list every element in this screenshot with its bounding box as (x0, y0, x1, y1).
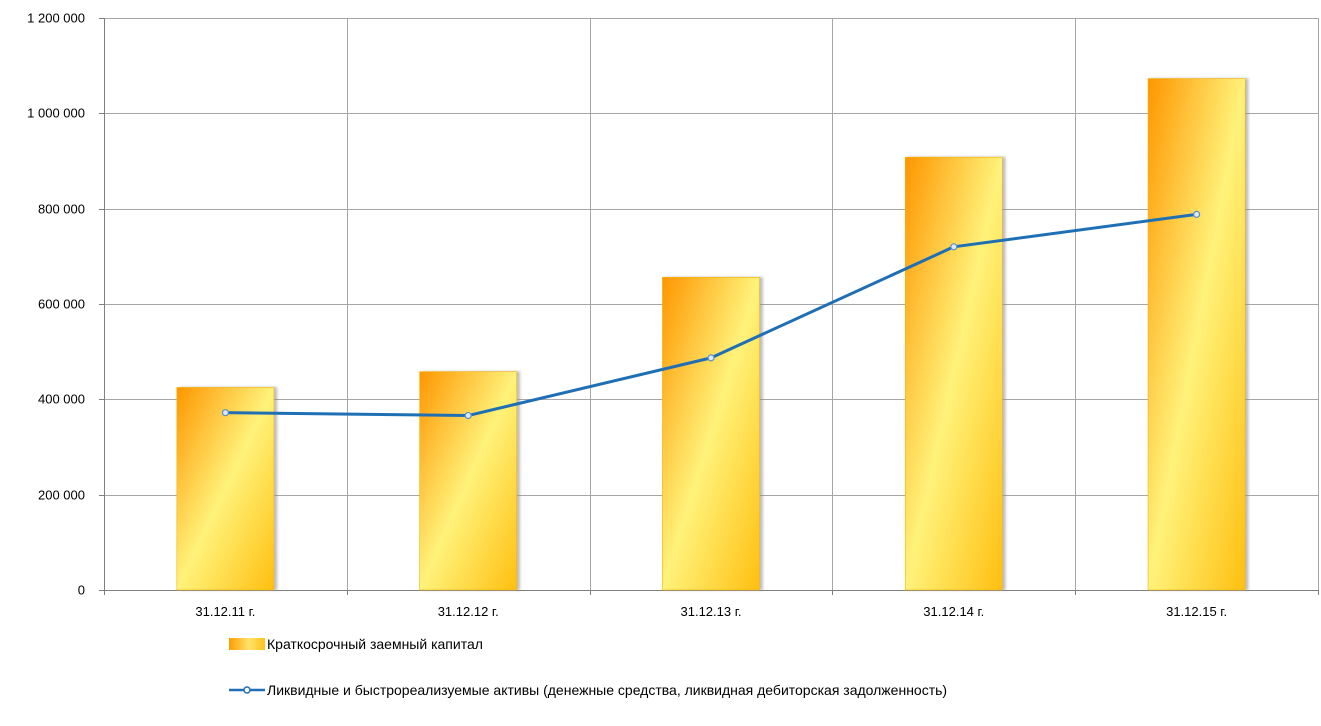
x-tick-label: 31.12.13 г. (681, 604, 742, 619)
legend-item-bar: Краткосрочный заемный капитал (229, 634, 947, 654)
y-tick-label: 400 000 (38, 392, 85, 407)
y-tick-label: 600 000 (38, 297, 85, 312)
x-tick-label: 31.12.14 г. (923, 604, 984, 619)
y-tick-label: 200 000 (38, 488, 85, 503)
grid-lines (104, 18, 1319, 590)
x-tick-label: 31.12.12 г. (438, 604, 499, 619)
chart-container: 0 200 000 400 000 600 000 800 000 1 000 000 1 … (27, 11, 1319, 698)
y-tick-label: 0 (78, 583, 85, 598)
bar (662, 277, 760, 591)
legend-bar-label: Краткосрочный заемный капитал (267, 636, 483, 652)
axes (99, 18, 1319, 595)
bar (419, 371, 518, 591)
legend-line-swatch (229, 686, 265, 694)
bar (176, 387, 275, 591)
combo-chart: 0 200 000 400 000 600 000 800 000 1 000 000 1 … (27, 11, 1319, 619)
line-point (464, 411, 472, 420)
legend-item-line: Ликвидные и быстрореализуемые активы (де… (229, 680, 947, 700)
line-point (221, 409, 229, 417)
legend-bar-swatch (229, 638, 265, 650)
x-axis-tick-labels: 31.12.11 г. 31.12.12 г. 31.12.13 г. 31.12.1… (195, 604, 1227, 619)
bar (1147, 78, 1246, 591)
bar (904, 156, 1003, 591)
bar-series (176, 78, 1246, 591)
y-tick-label: 1 000 000 (27, 106, 85, 121)
line-point (950, 243, 958, 251)
legend-line-label: Ликвидные и быстрореализуемые активы (де… (267, 682, 948, 698)
line-point (707, 354, 715, 362)
legend: Краткосрочный заемный капитал Ликвидные … (229, 634, 947, 726)
x-tick-label: 31.12.11 г. (195, 604, 255, 619)
x-tick-label: 31.12.15 г. (1166, 604, 1227, 619)
line-point (1192, 210, 1201, 218)
y-axis-tick-labels: 0 200 000 400 000 600 000 800 000 1 000 000 1 … (27, 11, 85, 598)
y-tick-label: 1 200 000 (27, 11, 85, 26)
y-tick-label: 800 000 (38, 202, 85, 217)
line-series (221, 210, 1201, 420)
